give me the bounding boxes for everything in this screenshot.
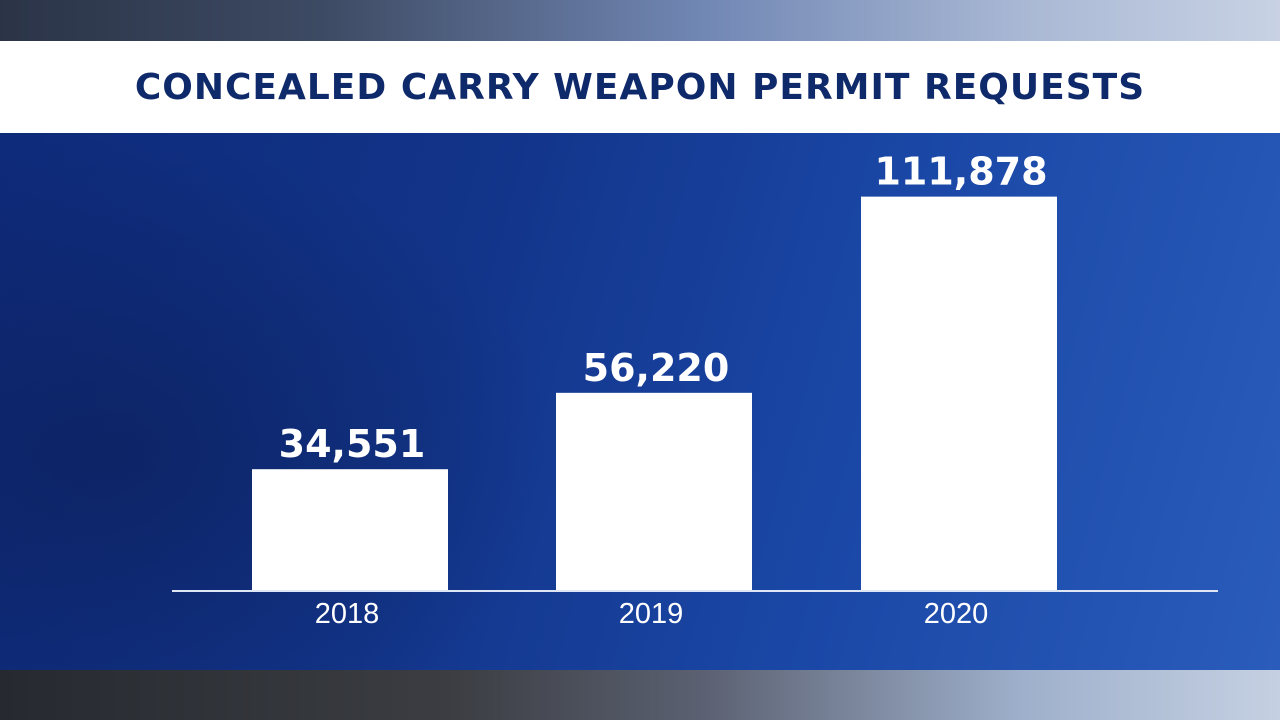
chart-title: CONCEALED CARRY WEAPON PERMIT REQUESTS xyxy=(134,66,1146,108)
x-tick-label-2018: 2018 xyxy=(315,598,380,630)
value-label-2018: 34,551 xyxy=(279,422,426,466)
bar-2020 xyxy=(861,196,1057,591)
bar-2018 xyxy=(252,469,448,591)
labels-layer: 34,551 2018 56,220 2019 111,878 2020 xyxy=(279,150,1048,630)
value-label-2019: 56,220 xyxy=(583,346,730,390)
bar-2019 xyxy=(556,392,752,591)
x-tick-label-2019: 2019 xyxy=(619,598,684,630)
x-tick-label-2020: 2020 xyxy=(924,598,989,630)
value-label-2020: 111,878 xyxy=(874,150,1047,194)
title-band: CONCEALED CARRY WEAPON PERMIT REQUESTS xyxy=(0,41,1280,133)
bars-layer xyxy=(252,196,1057,591)
background-top xyxy=(0,0,1280,41)
background-bottom xyxy=(0,670,1280,720)
